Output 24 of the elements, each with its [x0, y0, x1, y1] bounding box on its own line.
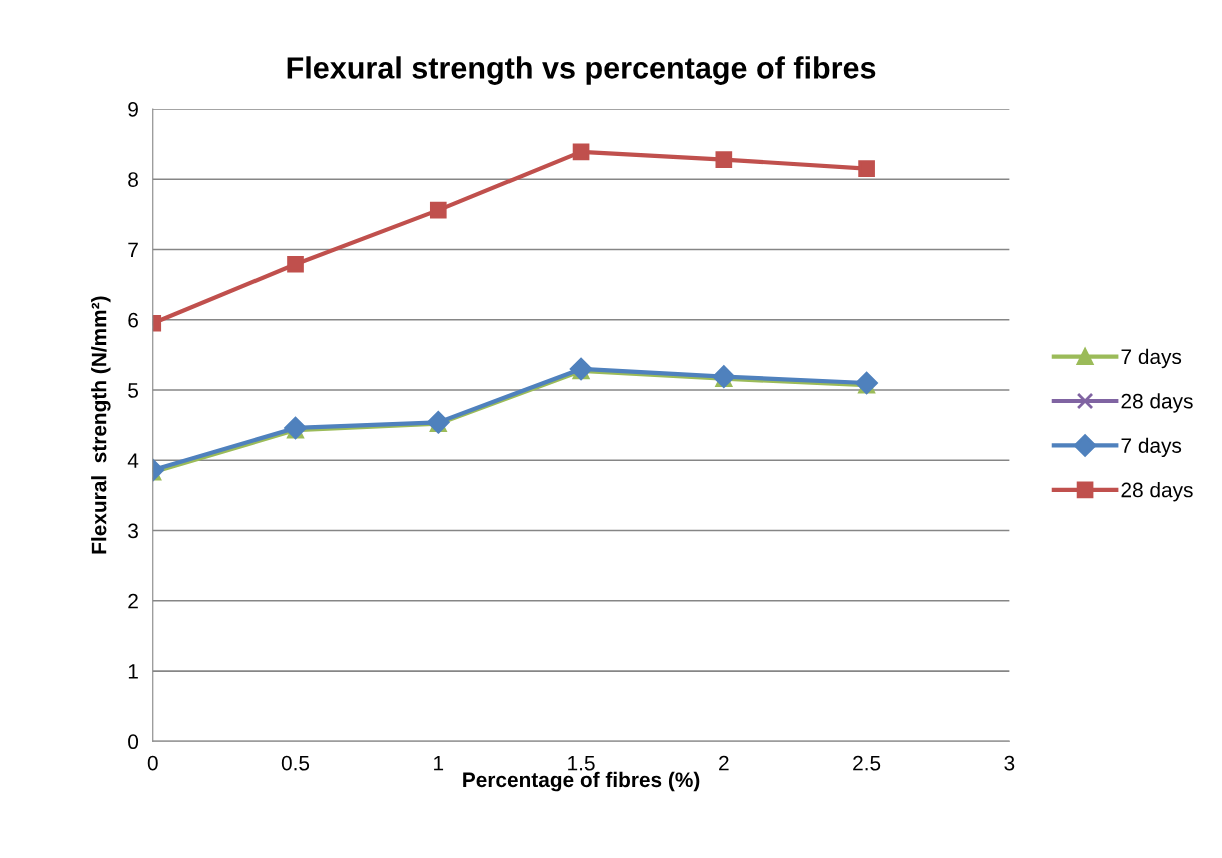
y-tick-label: 1 — [128, 664, 138, 679]
chart-title: Flexural strength vs percentage of fibres — [287, 56, 876, 85]
y-tick-label: 4 — [127, 453, 139, 468]
y-tick-label: 9 — [128, 101, 138, 117]
y-axis-title: Flexural strength (N/mm²) — [91, 296, 111, 554]
y-tick-label: 7 — [128, 242, 138, 258]
x-tick-label: 1 — [434, 755, 444, 771]
y-tick-label: 0 — [128, 734, 139, 750]
x-tick-label: 0.5 — [281, 755, 310, 771]
y-tick-label: 3 — [128, 523, 138, 539]
legend-label: 28 days — [1121, 482, 1193, 502]
y-tick-label: 2 — [128, 593, 138, 609]
x-tick-label: 0 — [147, 755, 158, 771]
legend-label: 7 days — [1121, 437, 1182, 458]
x-tick-label: 2.5 — [853, 755, 881, 771]
x-tick-label: 2 — [719, 755, 729, 771]
x-tick-label: 3 — [1004, 755, 1015, 771]
y-tick-label: 6 — [128, 312, 138, 328]
legend-label: 7 days — [1121, 348, 1182, 369]
y-tick-label: 8 — [128, 172, 138, 187]
y-tick-label: 5 — [128, 383, 138, 398]
x-axis-title: Percentage of fibres (%) — [463, 771, 700, 792]
x-tick-label: 1.5 — [568, 755, 595, 771]
legend-label: 28 days — [1121, 393, 1193, 413]
